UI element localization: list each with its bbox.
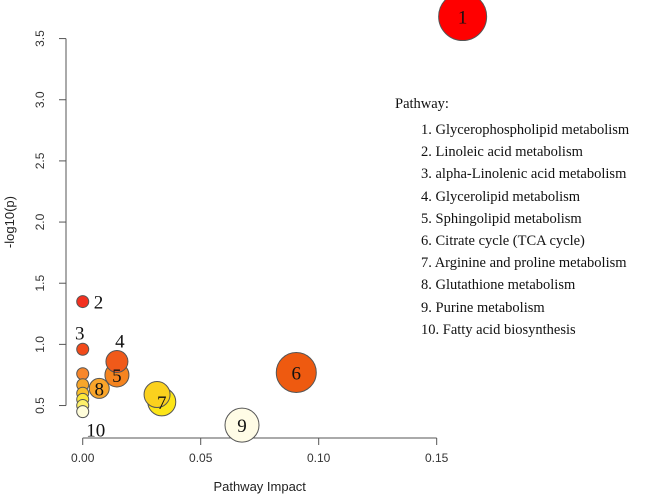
y-tick-label: 0.5 (33, 397, 47, 414)
legend-title: Pathway: (395, 96, 449, 112)
bubble-point (76, 342, 90, 356)
bubble-label: 9 (237, 416, 247, 437)
bubble-point (76, 367, 90, 381)
y-tick-label: 3.0 (33, 91, 47, 108)
y-tick-label: 1.0 (33, 336, 47, 353)
bubble-point (88, 377, 110, 399)
bubble-point (438, 0, 488, 42)
bubble-point (76, 405, 90, 419)
bubble-label: 5 (112, 366, 122, 387)
bubble-label: 7 (157, 393, 167, 414)
bubble-label: 10 (86, 421, 105, 442)
y-axis-title: -log10(p) (2, 196, 17, 248)
bubble-label: 1 (458, 8, 468, 29)
y-tick-label: 2.5 (33, 152, 47, 169)
bubble-point (224, 407, 260, 443)
legend-item: 2. Linoleic acid metabolism (421, 144, 583, 161)
bubble-series (76, 0, 488, 443)
legend: Pathway: 1. Glycerophospholipid metaboli… (395, 96, 629, 341)
legend-item: 8. Glutathione metabolism (421, 277, 576, 294)
bubble-point (76, 295, 90, 309)
bubble-label: 8 (94, 379, 104, 400)
y-tick-label: 1.5 (33, 275, 47, 292)
legend-list: 1. Glycerophospholipid metabolism 2. Lin… (395, 119, 629, 341)
legend-item: 5. Sphingolipid metabolism (421, 210, 582, 227)
x-tick-label: 0.10 (307, 451, 331, 465)
axes: 0.00 0.05 0.10 0.15 Pathway Impact 0.5 1.0 1.5 2… (2, 30, 449, 494)
bubble-label: 2 (94, 293, 104, 314)
bubble-label: 6 (292, 364, 302, 385)
legend-item: 1. Glycerophospholipid metabolism (421, 122, 630, 138)
bubble-point (105, 350, 129, 374)
legend-item: 7. Arginine and proline metabolism (421, 255, 627, 272)
y-tick-label: 2.0 (33, 213, 47, 230)
bubble-label: 4 (115, 332, 125, 353)
x-tick-label: 0.15 (425, 451, 449, 465)
legend-item: 9. Purine metabolism (421, 299, 545, 316)
bubble-labels: 1 23 4 58 6 7 10 9 (75, 8, 467, 442)
legend-item: 3. alpha-Linolenic acid metabolism (421, 166, 627, 183)
x-tick-label: 0.05 (189, 451, 213, 465)
legend-item: 10. Fatty acid biosynthesis (421, 321, 576, 338)
bubble-point (275, 352, 317, 394)
legend-item: 4. Glycerolipid metabolism (421, 188, 581, 205)
x-axis-title: Pathway Impact (213, 479, 306, 494)
bubble-point (143, 381, 171, 409)
bubble-label: 3 (75, 323, 85, 344)
legend-item: 6. Citrate cycle (TCA cycle) (421, 232, 585, 249)
y-tick-label: 3.5 (33, 30, 47, 47)
x-tick-label: 0.00 (71, 451, 95, 465)
